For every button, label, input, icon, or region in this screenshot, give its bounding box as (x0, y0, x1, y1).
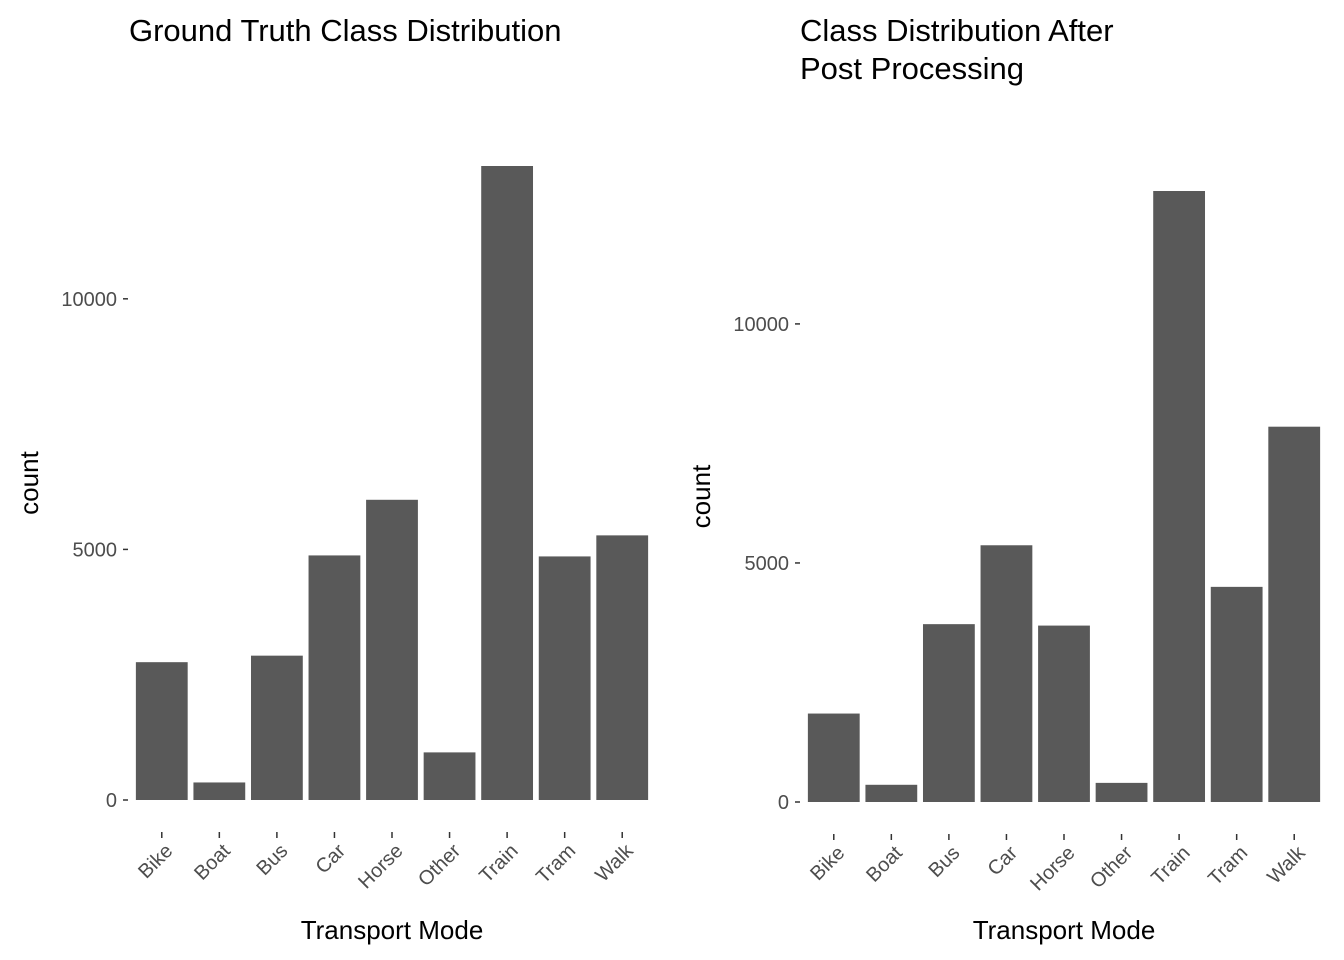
x-tick-label-bus: Bus (924, 842, 964, 882)
y-tick-label: 0 (778, 792, 789, 814)
x-tick-label-walk: Walk (1263, 841, 1310, 888)
bar-tram (1210, 586, 1263, 802)
x-axis-label: Transport Mode (973, 915, 1156, 945)
x-tick-label-car: Car (312, 840, 351, 879)
bar-car (308, 555, 361, 800)
x-tick-label-car: Car (984, 842, 1023, 881)
bar-other (1095, 782, 1148, 802)
x-tick-label-boat: Boat (862, 842, 907, 887)
bar-tram (538, 556, 591, 800)
bar-boat (193, 782, 246, 800)
x-tick-label-bike: Bike (134, 840, 177, 883)
bar-walk (1268, 426, 1321, 802)
chart-title-line: Class Distribution After (800, 13, 1114, 48)
bar-bus (250, 655, 303, 800)
y-tick-label: 10000 (61, 289, 117, 311)
bar-walk (596, 535, 649, 800)
bar-other (423, 752, 476, 800)
bar-bike (135, 662, 188, 800)
x-tick-label-boat: Boat (190, 840, 235, 885)
x-tick-label-bike: Bike (806, 842, 849, 885)
x-tick-label-other: Other (414, 840, 465, 891)
y-tick-label: 5000 (745, 553, 790, 575)
chart-title-line: Post Processing (800, 51, 1024, 86)
bar-bus (922, 624, 975, 802)
x-tick-label-bus: Bus (252, 840, 292, 880)
bar-train (1153, 191, 1206, 802)
bar-car (980, 545, 1033, 802)
y-axis-label: count (14, 450, 44, 514)
x-tick-label-other: Other (1086, 842, 1137, 893)
y-tick-label: 0 (106, 790, 117, 812)
x-axis-label: Transport Mode (301, 915, 484, 945)
x-tick-label-train: Train (475, 840, 522, 887)
chart-title-line: Ground Truth Class Distribution (129, 13, 561, 48)
y-tick-label: 5000 (73, 539, 118, 561)
y-axis-label: count (686, 464, 716, 528)
x-tick-label-train: Train (1147, 842, 1194, 889)
chart-panel-ground-truth: Ground Truth Class Distribution count 0 500… (14, 13, 649, 945)
y-tick-label: 10000 (733, 314, 789, 336)
x-tick-label-horse: Horse (1026, 842, 1079, 895)
bar-horse (366, 499, 418, 800)
x-tick-label-tram: Tram (1204, 842, 1252, 890)
bar-horse (1038, 625, 1090, 802)
x-tick-label-walk: Walk (591, 839, 638, 886)
bar-train (481, 166, 534, 800)
x-tick-label-tram: Tram (532, 840, 580, 888)
bar-boat (865, 784, 918, 802)
bar-bike (807, 713, 860, 802)
x-tick-label-horse: Horse (354, 840, 407, 893)
